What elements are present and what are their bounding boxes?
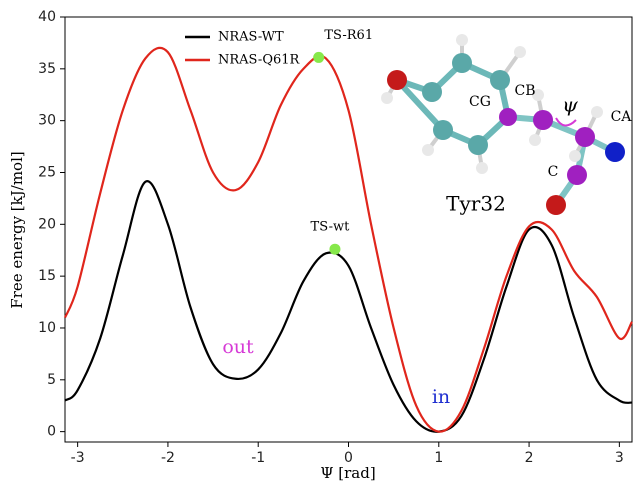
- y-tick-label: 35: [38, 61, 56, 77]
- y-tick-label: 5: [47, 372, 56, 388]
- x-tick-label: 2: [525, 450, 534, 466]
- y-tick-label: 25: [38, 164, 56, 180]
- atom-label: CB: [515, 83, 536, 99]
- x-tick-label: 3: [615, 450, 624, 466]
- y-tick-label: 15: [38, 268, 56, 284]
- y-tick-label: 10: [38, 320, 56, 336]
- molecule-inset: CG CB CA C ψ Tyr32: [381, 34, 632, 216]
- legend-label: NRAS-WT: [218, 30, 284, 45]
- point-label: TS-wt: [311, 220, 351, 235]
- transition-state-point: [329, 244, 340, 255]
- series-line: [65, 48, 632, 432]
- y-axis-label: Free energy [kJ/mol]: [8, 151, 26, 308]
- atom-label: C: [548, 164, 559, 180]
- y-tick-label: 20: [38, 216, 56, 232]
- x-tick-label: 1: [434, 450, 443, 466]
- y-tick-label: 30: [38, 113, 56, 129]
- x-tick-label: 0: [344, 450, 353, 466]
- angle-label: ψ: [562, 93, 578, 117]
- page: CG CB CA C ψ Tyr32 Ψ [rad] Free energy […: [0, 0, 635, 488]
- x-axis-label: Ψ [rad]: [320, 464, 375, 482]
- x-tick-label: -2: [161, 450, 175, 466]
- atom-label: CA: [611, 109, 633, 125]
- chart: CG CB CA C ψ Tyr32 Ψ [rad] Free energy […: [0, 0, 635, 488]
- x-tick-label: -3: [71, 450, 85, 466]
- annotation: out: [222, 336, 254, 358]
- atom-label: CG: [469, 94, 491, 110]
- transition-state-point: [313, 52, 324, 63]
- x-tick-label: -1: [251, 450, 265, 466]
- y-tick-label: 0: [47, 424, 56, 440]
- y-tick-label: 40: [38, 9, 56, 25]
- annotation: in: [432, 386, 450, 408]
- legend-label: NRAS-Q61R: [218, 53, 301, 68]
- point-label: TS-R61: [324, 28, 373, 43]
- inset-title: Tyr32: [446, 192, 506, 216]
